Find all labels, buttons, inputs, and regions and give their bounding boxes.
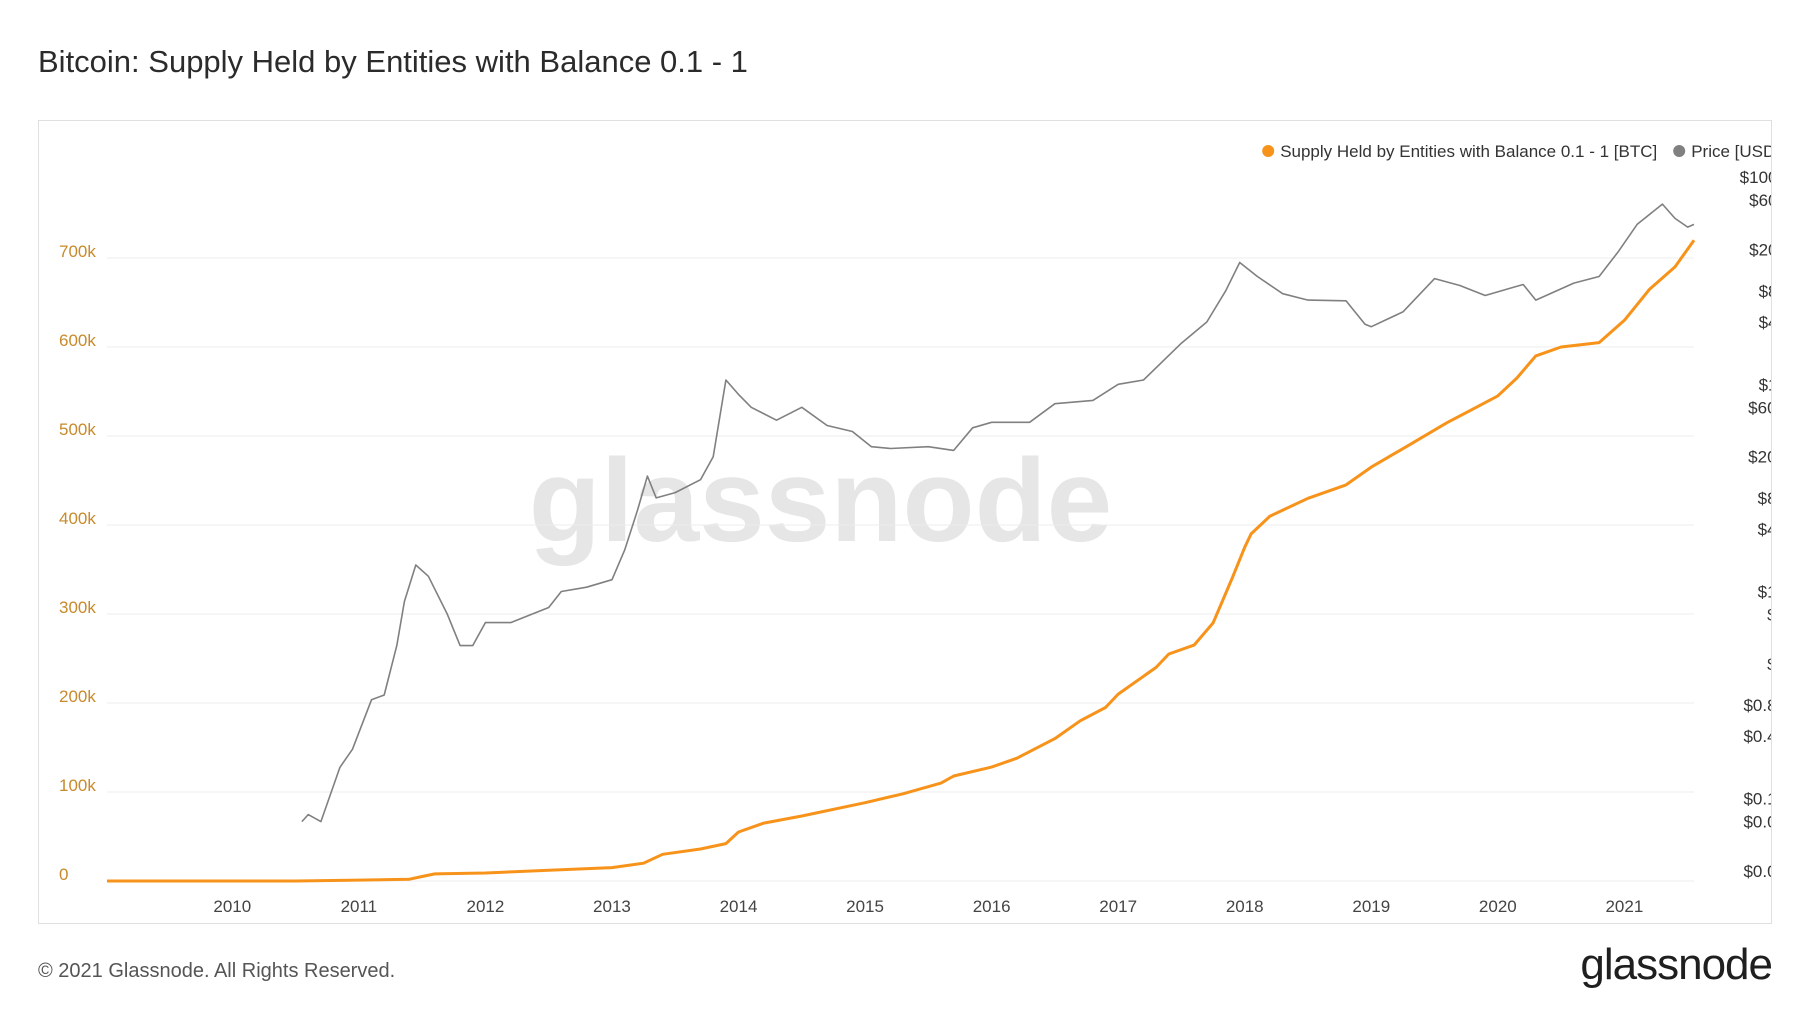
x-tick-label: 2016 (973, 897, 1011, 916)
price-usd-line (301, 203, 1695, 823)
x-tick-label: 2019 (1352, 897, 1390, 916)
y-left-tick-label: 300k (59, 598, 96, 617)
y-right-tick-label: $0.02 (1743, 862, 1771, 881)
y-right-tick-label: $8k (1759, 282, 1771, 301)
glassnode-logo[interactable]: glassnode (1580, 940, 1773, 989)
y-right-tick-label: $0.80 (1743, 696, 1771, 715)
y-right-tick-label: $60k (1749, 191, 1771, 210)
x-tick-label: 2011 (341, 897, 378, 916)
y-right-tick-label: $100k (1740, 168, 1771, 187)
legend-label-price: Price [USD] (1691, 142, 1771, 161)
y-left-tick-label: 400k (59, 509, 96, 528)
y-left-tick-label: 700k (59, 242, 96, 261)
chart-frame: glassnode 0 100k 200k 300k 400k 500k 600k 700k 20… (38, 120, 1772, 924)
y-left-tick-label: 0 (59, 865, 68, 884)
page-title: Bitcoin: Supply Held by Entities with Ba… (38, 44, 748, 79)
copyright-text: © 2021 Glassnode. All Rights Reserved. (38, 960, 396, 982)
x-tick-label: 2012 (466, 897, 504, 916)
y-left-tick-label: 600k (59, 331, 96, 350)
x-tick-label: 2013 (593, 897, 631, 916)
legend-dot-price (1673, 145, 1686, 157)
y-left-tick-label: 500k (59, 420, 96, 439)
x-tick-label: 2020 (1479, 897, 1517, 916)
x-tick-label: 2017 (1099, 897, 1137, 916)
legend-dot-supply (1262, 145, 1275, 157)
y-right-tick-label: $600 (1748, 398, 1771, 417)
y-right-tick-label: $6 (1767, 605, 1771, 624)
y-right-tick-label: $20k (1749, 241, 1771, 260)
chart-plot: glassnode 0 100k 200k 300k 400k 500k 600k 700k 20… (59, 142, 1771, 916)
x-tick-label: 2015 (846, 897, 884, 916)
y-right-tick-label: $4k (1759, 313, 1771, 332)
y-right-tick-label: $200 (1748, 448, 1771, 467)
x-tick-label: 2021 (1605, 897, 1643, 916)
y-right-tick-label: $0.10 (1743, 790, 1771, 809)
y-right-tick-label: $80 (1758, 489, 1771, 508)
y-right-tick-label: $0.06 (1743, 813, 1771, 832)
y-left-tick-label: 100k (59, 776, 96, 795)
x-tick-label: 2014 (720, 897, 758, 916)
x-tick-label: 2018 (1226, 897, 1264, 916)
y-right-tick-label: $10 (1758, 582, 1771, 601)
y-right-tick-label: $2 (1767, 655, 1771, 674)
y-left-tick-label: 200k (59, 687, 96, 706)
y-right-tick-label: $0.40 (1743, 727, 1771, 746)
y-right-tick-label: $40 (1758, 520, 1771, 539)
y-right-tick-label: $1k (1759, 375, 1771, 394)
supply-held-line (107, 239, 1696, 883)
x-tick-label: 2010 (213, 897, 251, 916)
watermark-text: glassnode (529, 435, 1113, 567)
legend-label-supply: Supply Held by Entities with Balance 0.1… (1280, 142, 1657, 161)
